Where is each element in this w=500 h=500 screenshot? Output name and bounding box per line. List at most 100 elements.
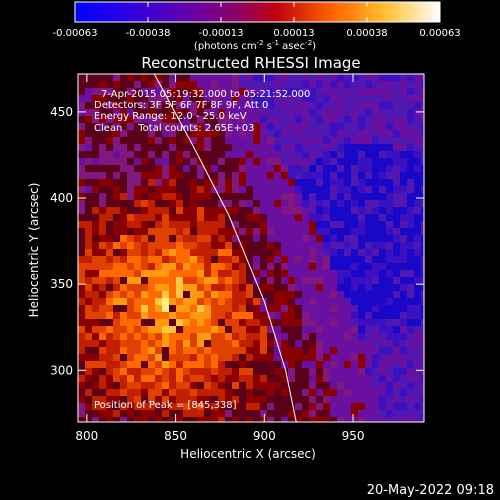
heatmap-cell: [78, 291, 86, 299]
heatmap-cell: [253, 298, 261, 306]
heatmap-cell: [351, 284, 359, 292]
heatmap-cell: [204, 291, 212, 299]
heatmap-cell: [267, 123, 275, 131]
heatmap-cell: [120, 214, 128, 222]
heatmap-cell: [197, 116, 205, 124]
heatmap-cell: [218, 179, 226, 187]
heatmap-cell: [288, 249, 296, 257]
heatmap-cell: [134, 123, 142, 131]
heatmap-cell: [295, 109, 303, 117]
heatmap-cell: [302, 312, 310, 320]
heatmap-cell: [92, 151, 100, 159]
heatmap-cell: [78, 361, 86, 369]
heatmap-cell: [379, 326, 387, 334]
heatmap-cell: [78, 403, 86, 411]
heatmap-cell: [400, 88, 408, 96]
heatmap-cell: [155, 235, 163, 243]
heatmap-cell: [78, 298, 86, 306]
heatmap-cell: [323, 326, 331, 334]
annotation-detectors: Detectors: 3F 5F 6F 7F 8F 9F, Att 0: [94, 100, 268, 111]
heatmap-cell: [232, 116, 240, 124]
heatmap-cell: [176, 137, 184, 145]
heatmap-cell: [351, 186, 359, 194]
heatmap-cell: [204, 389, 212, 397]
heatmap-cell: [162, 326, 170, 334]
heatmap-cell: [379, 382, 387, 390]
heatmap-cell: [260, 263, 268, 271]
heatmap-cell: [281, 249, 289, 257]
heatmap-cell: [162, 249, 170, 257]
heatmap-cell: [211, 186, 219, 194]
heatmap-cell: [239, 151, 247, 159]
heatmap-cell: [148, 263, 156, 271]
heatmap-cell: [127, 291, 135, 299]
heatmap-cell: [323, 158, 331, 166]
heatmap-cell: [400, 186, 408, 194]
heatmap-cell: [386, 228, 394, 236]
heatmap-cell: [190, 109, 198, 117]
heatmap-cell: [281, 109, 289, 117]
heatmap-cell: [274, 368, 282, 376]
heatmap-cell: [197, 396, 205, 404]
heatmap-cell: [302, 333, 310, 341]
heatmap-cell: [274, 375, 282, 383]
heatmap-cell: [421, 354, 424, 362]
heatmap-cell: [85, 137, 93, 145]
heatmap-cell: [379, 102, 387, 110]
heatmap-cell: [372, 235, 380, 243]
heatmap-cell: [225, 207, 233, 215]
heatmap-cell: [358, 221, 366, 229]
heatmap-cell: [274, 235, 282, 243]
heatmap-cell: [316, 200, 324, 208]
heatmap-cell: [183, 186, 191, 194]
heatmap-cell: [92, 193, 100, 201]
heatmap-cell: [393, 284, 401, 292]
heatmap-cell: [225, 298, 233, 306]
heatmap-cell: [386, 165, 394, 173]
heatmap-cell: [211, 137, 219, 145]
heatmap-cell: [295, 291, 303, 299]
heatmap-cell: [330, 312, 338, 320]
heatmap-cell: [253, 291, 261, 299]
heatmap-cell: [372, 319, 380, 327]
heatmap-cell: [183, 326, 191, 334]
heatmap-cell: [337, 312, 345, 320]
heatmap-cell: [337, 102, 345, 110]
heatmap-cell: [379, 368, 387, 376]
heatmap-cell: [176, 109, 184, 117]
heatmap-cell: [274, 158, 282, 166]
heatmap-cell: [407, 256, 415, 264]
heatmap-cell: [365, 74, 373, 82]
heatmap-cell: [246, 417, 254, 422]
heatmap-cell: [239, 319, 247, 327]
heatmap-cell: [246, 312, 254, 320]
heatmap-cell: [204, 312, 212, 320]
heatmap-cell: [92, 347, 100, 355]
heatmap-cell: [211, 277, 219, 285]
heatmap-cell: [211, 361, 219, 369]
heatmap-cell: [407, 396, 415, 404]
heatmap-cell: [120, 88, 128, 96]
heatmap-cell: [358, 354, 366, 362]
heatmap-cell: [155, 333, 163, 341]
heatmap-cell: [176, 375, 184, 383]
heatmap-cell: [260, 389, 268, 397]
heatmap-cell: [232, 151, 240, 159]
heatmap-cell: [358, 389, 366, 397]
heatmap-cell: [127, 165, 135, 173]
heatmap-cell: [99, 200, 107, 208]
heatmap-cell: [162, 333, 170, 341]
heatmap-cell: [225, 333, 233, 341]
heatmap-cell: [239, 221, 247, 229]
heatmap-cell: [288, 319, 296, 327]
heatmap-cell: [365, 137, 373, 145]
heatmap-cell: [351, 263, 359, 271]
heatmap-cell: [141, 242, 149, 250]
heatmap-cell: [323, 221, 331, 229]
heatmap-cell: [330, 74, 338, 82]
heatmap-cell: [225, 249, 233, 257]
heatmap-cell: [295, 88, 303, 96]
heatmap-cell: [78, 305, 86, 313]
heatmap-cell: [211, 270, 219, 278]
heatmap-cell: [120, 396, 128, 404]
